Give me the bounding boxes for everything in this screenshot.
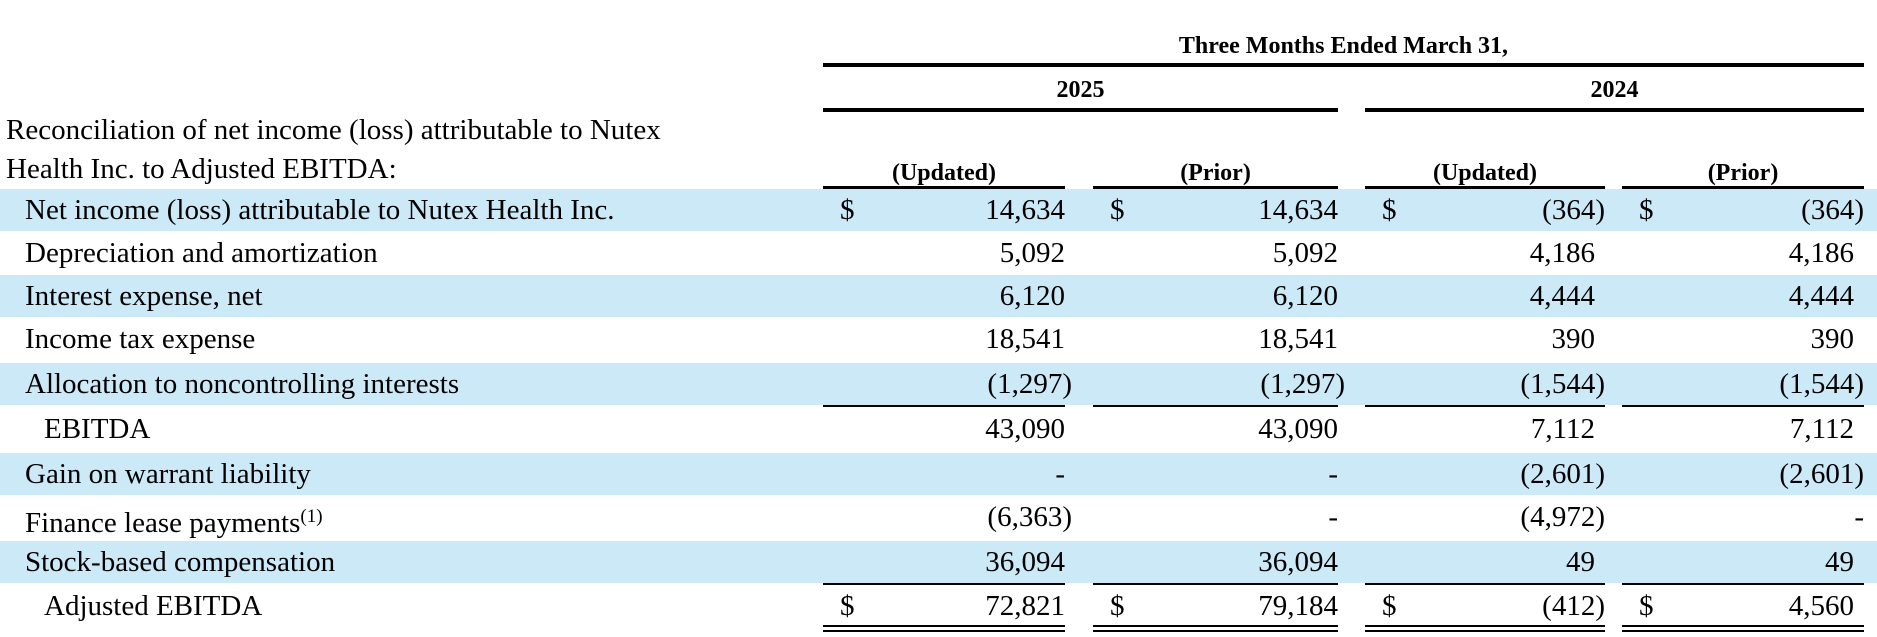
cell-value: 7,112 xyxy=(1530,413,1595,445)
currency-symbol: $ xyxy=(1382,590,1397,622)
row-label: Interest expense, net xyxy=(25,280,263,312)
year-rule-2024 xyxy=(1365,108,1864,112)
cell-value: 6,120 xyxy=(999,280,1065,312)
row-band xyxy=(0,275,1877,317)
cell-value: 36,094 xyxy=(985,546,1065,578)
row-band xyxy=(0,453,1877,495)
row-label: Stock-based compensation xyxy=(25,546,336,578)
cell-value: 5,092 xyxy=(1272,237,1338,269)
cell-value: 4,186 xyxy=(1788,237,1854,269)
cell-value: (2,601) xyxy=(1779,458,1864,490)
cell-value: (1,297) xyxy=(1260,368,1345,400)
period-header: Three Months Ended March 31, xyxy=(1178,33,1509,59)
column-rule xyxy=(823,186,1065,189)
cell-value: - xyxy=(1328,501,1338,533)
double-rule xyxy=(1093,625,1338,627)
currency-symbol: $ xyxy=(840,194,855,226)
cell-value: (1,544) xyxy=(1520,368,1605,400)
column-header-2025-prior: (Prior) xyxy=(1180,160,1251,186)
row-label: Finance lease payments(1) xyxy=(25,502,323,538)
cell-value: (364) xyxy=(1801,194,1864,226)
double-rule xyxy=(1622,630,1864,632)
cell-value: - xyxy=(1328,458,1338,490)
table-title-line-1: Reconciliation of net income (loss) attr… xyxy=(6,114,661,146)
double-rule xyxy=(1365,625,1605,627)
row-label: Adjusted EBITDA xyxy=(44,590,263,622)
cell-value: 4,560 xyxy=(1788,590,1854,622)
year-rule-2025 xyxy=(823,108,1338,112)
currency-symbol: $ xyxy=(1639,194,1654,226)
cell-value: 7,112 xyxy=(1789,413,1854,445)
currency-symbol: $ xyxy=(1639,590,1654,622)
cell-value: 49 xyxy=(1566,546,1595,578)
double-rule xyxy=(1365,630,1605,632)
cell-value: 79,184 xyxy=(1258,590,1338,622)
column-header-2024-prior: (Prior) xyxy=(1707,160,1779,186)
cell-value: (1,544) xyxy=(1779,368,1864,400)
cell-value: 4,186 xyxy=(1529,237,1595,269)
cell-value: 5,092 xyxy=(999,237,1065,269)
row-label: Net income (loss) attributable to Nutex … xyxy=(25,194,615,226)
row-label: EBITDA xyxy=(44,413,151,445)
currency-symbol: $ xyxy=(1110,590,1125,622)
row-label-text: Finance lease payments xyxy=(25,507,301,539)
cell-value: 43,090 xyxy=(1258,413,1338,445)
cell-value: (6,363) xyxy=(987,501,1072,533)
cell-value: 14,634 xyxy=(1258,194,1338,226)
row-label: Depreciation and amortization xyxy=(25,237,378,269)
cell-value: 18,541 xyxy=(1258,323,1338,355)
table-title: Reconciliation of net income (loss) attr… xyxy=(6,111,661,189)
row-band xyxy=(0,363,1877,405)
column-rule xyxy=(1093,186,1338,189)
period-rule xyxy=(823,63,1864,67)
double-rule xyxy=(823,630,1065,632)
total-rule xyxy=(823,583,1065,585)
cell-value: 72,821 xyxy=(985,590,1065,622)
double-rule xyxy=(823,625,1065,627)
cell-value: 6,120 xyxy=(1272,280,1338,312)
total-rule xyxy=(1365,583,1605,585)
cell-value: (4,972) xyxy=(1520,501,1605,533)
column-rule xyxy=(1365,186,1605,189)
currency-symbol: $ xyxy=(840,590,855,622)
cell-value: (2,601) xyxy=(1520,458,1605,490)
cell-value: - xyxy=(1055,458,1065,490)
cell-value: (1,297) xyxy=(987,368,1072,400)
currency-symbol: $ xyxy=(1110,194,1125,226)
column-header-2024-updated: (Updated) xyxy=(1432,160,1537,186)
total-rule xyxy=(1622,583,1864,585)
cell-value: 14,634 xyxy=(985,194,1065,226)
cell-value: 43,090 xyxy=(985,413,1065,445)
subtotal-rule xyxy=(823,405,1065,407)
cell-value: - xyxy=(1854,501,1864,533)
cell-value: (412) xyxy=(1542,590,1605,622)
column-rule xyxy=(1622,186,1864,189)
year-header-2024: 2024 xyxy=(1590,77,1639,103)
row-label: Gain on warrant liability xyxy=(25,458,311,490)
cell-value: 4,444 xyxy=(1788,280,1854,312)
cell-value: 49 xyxy=(1825,546,1854,578)
table-title-line-2: Health Inc. to Adjusted EBITDA: xyxy=(6,153,397,185)
row-band xyxy=(0,189,1877,231)
total-rule xyxy=(1093,583,1338,585)
row-label: Allocation to noncontrolling interests xyxy=(25,368,460,400)
year-header-2025: 2025 xyxy=(1056,77,1105,103)
subtotal-rule xyxy=(1622,405,1864,407)
cell-value: 18,541 xyxy=(985,323,1065,355)
cell-value: 4,444 xyxy=(1529,280,1595,312)
subtotal-rule xyxy=(1365,405,1605,407)
row-band xyxy=(0,541,1877,583)
cell-value: 36,094 xyxy=(1258,546,1338,578)
currency-symbol: $ xyxy=(1382,194,1397,226)
cell-value: 390 xyxy=(1551,323,1596,355)
row-label: Income tax expense xyxy=(25,323,256,355)
column-header-2025-updated: (Updated) xyxy=(891,160,996,186)
subtotal-rule xyxy=(1093,405,1338,407)
double-rule xyxy=(1622,625,1864,627)
cell-value: 390 xyxy=(1810,323,1855,355)
cell-value: (364) xyxy=(1542,194,1605,226)
footnote-marker: (1) xyxy=(300,506,323,527)
double-rule xyxy=(1093,630,1338,632)
